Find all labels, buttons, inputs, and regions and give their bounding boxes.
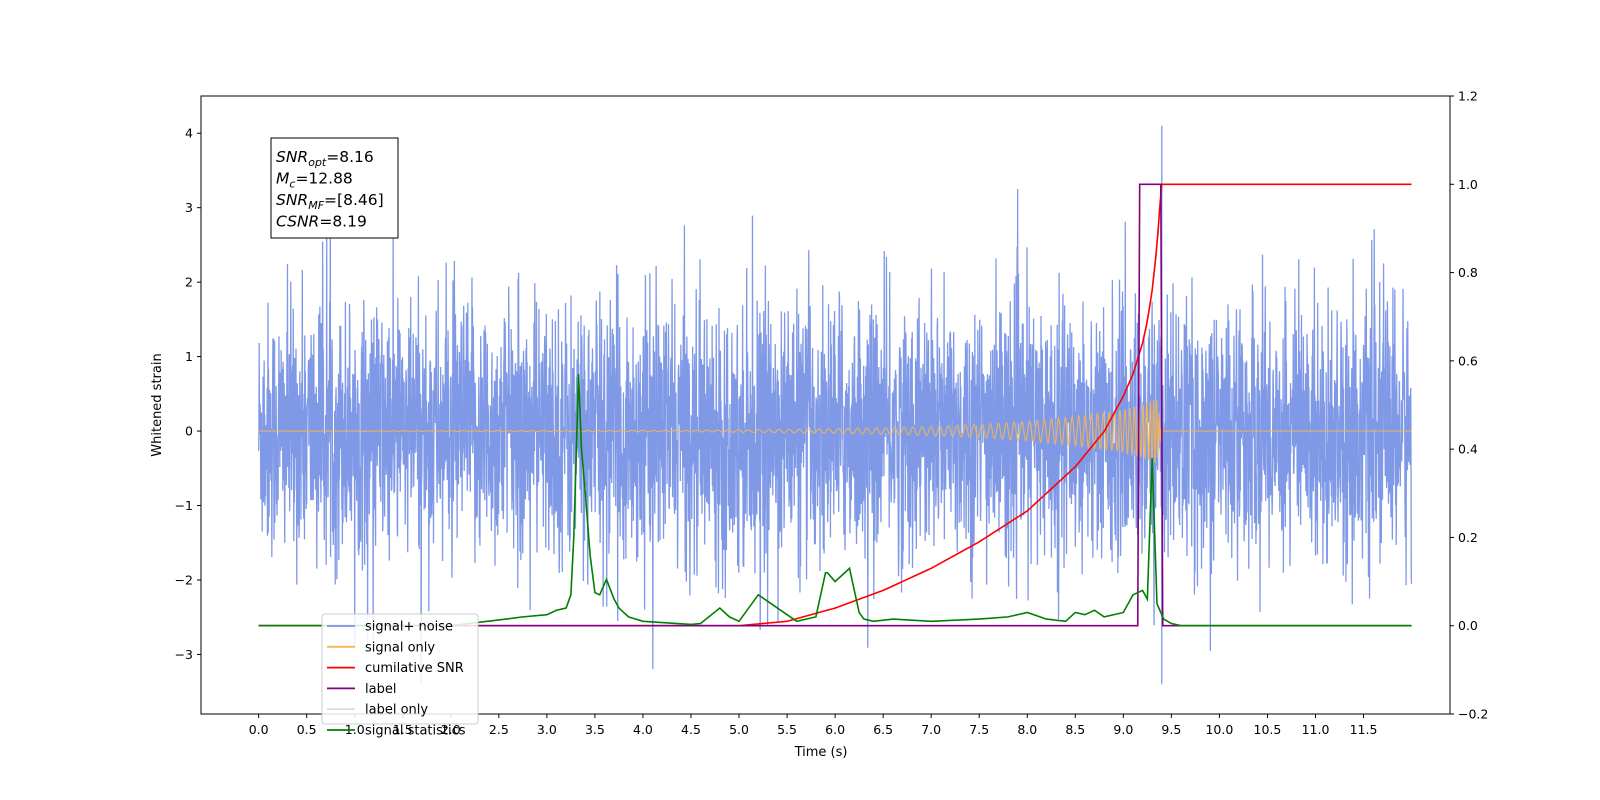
y-tick-label: 3 xyxy=(185,200,193,215)
x-tick-label: 0.5 xyxy=(297,722,317,737)
legend-item-label: label xyxy=(327,682,396,697)
y-axis-right: 1.2 1.0 0.8 0.6 0.4 0.2 0.0 −0.2 xyxy=(1450,89,1488,722)
x-tick-label: 4.5 xyxy=(681,722,701,737)
annotation-value: =8.16 xyxy=(326,148,374,166)
annotation-subscript: opt xyxy=(308,156,327,169)
x-tick-label: 6.5 xyxy=(873,722,893,737)
legend-item-signal-statistics: signal statistics xyxy=(327,724,466,739)
annotation-frame xyxy=(270,137,399,239)
legend-item-label-only: label only xyxy=(327,703,428,718)
annotation-symbol: SNR xyxy=(276,191,308,209)
y-tick-label: −3 xyxy=(175,647,193,662)
y2-tick-label: 1.2 xyxy=(1458,89,1478,104)
legend-label: label only xyxy=(365,703,428,718)
y2-tick-label: 0.8 xyxy=(1458,265,1478,280)
x-tick-label: 3.5 xyxy=(585,722,605,737)
x-tick-label: 0.0 xyxy=(249,722,269,737)
x-tick-label: 8.0 xyxy=(1017,722,1037,737)
series-signal-statistics-line xyxy=(258,374,1412,627)
y2-tick-label: 0.2 xyxy=(1458,530,1478,545)
x-tick-label: 9.0 xyxy=(1113,722,1133,737)
x-tick-label: 5.5 xyxy=(777,722,797,737)
legend-label: signal statistics xyxy=(365,724,466,739)
y-tick-label: −1 xyxy=(175,498,193,513)
x-tick-label: 7.0 xyxy=(921,722,941,737)
y2-tick-label: 1.0 xyxy=(1458,177,1478,192)
x-tick-label: 6.0 xyxy=(825,722,845,737)
x-tick-label: 5.0 xyxy=(729,722,749,737)
legend-label: signal+ noise xyxy=(365,620,453,635)
x-tick-label: 1.5 xyxy=(393,722,413,737)
legend-item-cumulative-snr: cumilative SNR xyxy=(327,661,464,676)
annotation-value: =[8.46] xyxy=(324,191,384,209)
annotation-line: SNRopt=8.16 xyxy=(276,148,374,169)
y-tick-label: −2 xyxy=(175,572,193,587)
annotation-line: Mc=12.88 xyxy=(276,170,353,191)
y-axis-label: Whitened strain xyxy=(150,353,165,456)
x-axis: 0.0 0.5 1.0 1.5 2.0 2.5 3.0 3.5 4.0 4.5 5.0 5.5 6.0 6… xyxy=(249,714,1378,737)
y2-tick-label: 0.0 xyxy=(1458,618,1478,633)
y2-tick-label: −0.2 xyxy=(1458,707,1488,722)
legend: signal+ noise signal only cumilative SNR la… xyxy=(321,613,479,739)
legend-frame xyxy=(321,613,479,725)
annotation-value: =8.19 xyxy=(319,213,367,231)
annotation-subscript: c xyxy=(289,178,295,191)
y2-tick-label: 0.4 xyxy=(1458,442,1478,457)
annotation-value: =12.88 xyxy=(295,170,352,188)
y-tick-label: 0 xyxy=(185,424,193,439)
series-signal-noise-line xyxy=(258,125,1413,685)
y-tick-label: 2 xyxy=(185,275,193,290)
legend-label: signal only xyxy=(365,640,435,655)
x-tick-label: 8.5 xyxy=(1065,722,1085,737)
axes-frame xyxy=(200,95,1451,715)
x-tick-label: 2.5 xyxy=(489,722,509,737)
x-tick-label: 2.0 xyxy=(441,722,461,737)
x-tick-label: 9.5 xyxy=(1161,722,1181,737)
x-tick-label: 11.5 xyxy=(1350,722,1378,737)
annotation-symbol: M xyxy=(276,170,289,188)
x-tick-label: 10.0 xyxy=(1205,722,1233,737)
legend-label: cumilative SNR xyxy=(365,661,464,676)
annotation-line: SNRMF=[8.46] xyxy=(276,191,384,212)
legend-item-signal-noise: signal+ noise xyxy=(327,620,453,635)
legend-item-signal-only: signal only xyxy=(327,640,435,655)
y-tick-label: 1 xyxy=(185,349,193,364)
series-signal-only-line xyxy=(258,399,1412,463)
y-tick-label: 4 xyxy=(185,126,193,141)
annotation-line: CSNR=8.19 xyxy=(276,213,367,231)
x-tick-label: 4.0 xyxy=(633,722,653,737)
y-axis-left: 4 3 2 1 0 −1 −2 −3 xyxy=(175,126,201,662)
legend-label: label xyxy=(365,682,396,697)
y2-tick-label: 0.6 xyxy=(1458,353,1478,368)
x-axis-label: Time (s) xyxy=(794,745,848,760)
x-tick-label: 11.0 xyxy=(1302,722,1330,737)
x-tick-label: 3.0 xyxy=(537,722,557,737)
annotation-symbol: SNR xyxy=(276,148,308,166)
x-tick-label: 10.5 xyxy=(1254,722,1282,737)
annotation-symbol: CSNR xyxy=(276,213,319,231)
annotation-subscript: MF xyxy=(308,199,324,212)
x-tick-label: 7.5 xyxy=(969,722,989,737)
